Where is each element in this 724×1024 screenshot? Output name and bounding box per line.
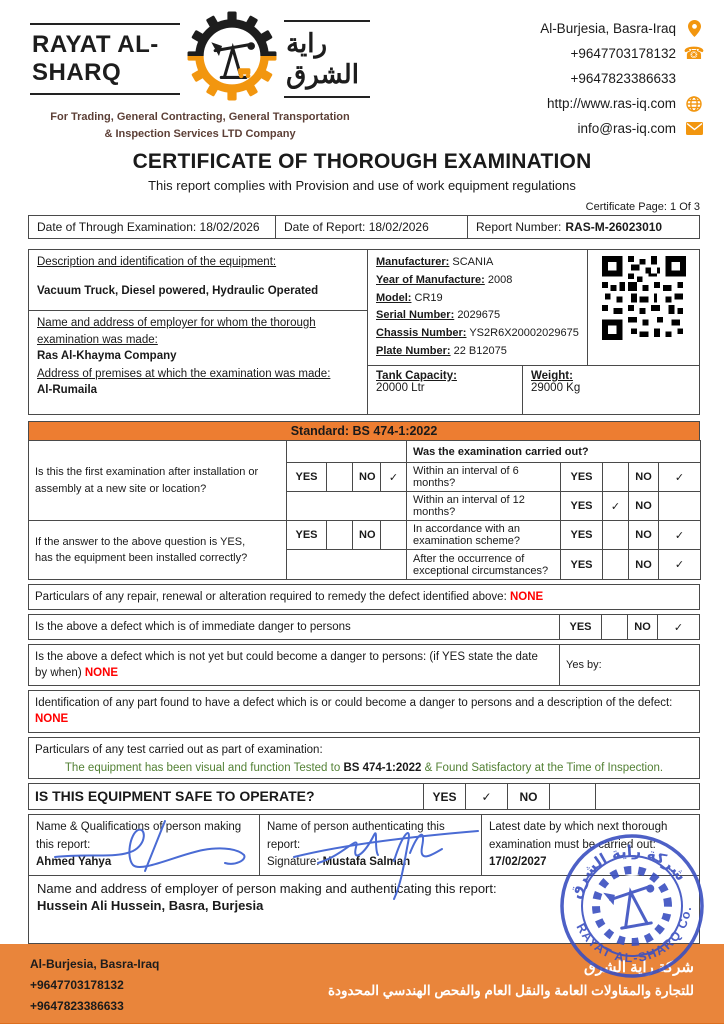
contact-website: http://www.ras-iq.com [540,93,704,114]
pumpjack-gear-logo-icon [186,10,278,107]
test-standard-ref: BS 474-1:2022 [343,761,422,774]
repair-none-value: NONE [509,591,544,603]
brand-name-arabic: راية الشرق [284,19,370,98]
footer-phone-1: +9647703178132 [30,978,124,993]
exam-date: Date of Through Examination: 18/02/2026 [29,216,276,238]
footer-company-description-arabic: للتجارة والمقاولات العامة والنقل العام و… [327,982,694,998]
safe-no-checkbox [549,783,595,810]
weight-value: 29000 Kg [531,381,581,394]
interval-6-no-checkbox checkmark: ✓ [657,462,702,492]
maker-name: Ahmed Yahya [36,855,112,868]
tank-capacity-cell: Tank Capacity: 20000 Ltr [368,365,523,414]
question-first-examination: Is this the first examination after inst… [28,440,287,521]
plate-value: 22 B12075 [453,345,507,358]
q1-no-checkbox checkmark: ✓ [380,462,407,492]
q2-yes-checkbox [326,520,353,550]
brand-name-english: RAYAT AL-SHARQ [30,22,181,95]
footer-band: Al-Burjesia, Basra-Iraq +9647703178132 +… [0,944,724,1024]
immediate-danger-row: Is the above a defect which is of immedi… [28,614,700,641]
question-installed-correctly: If the answer to the above question is Y… [28,520,287,580]
q2-no-checkbox [380,520,407,550]
report-employer-row: Name and address of employer of person m… [28,876,700,945]
safe-extra-cell [595,783,699,810]
manufacturer-value: SCANIA [452,256,494,268]
scheme-yes-checkbox [602,520,629,550]
interval-12-months: Within an interval of 12 months? [406,491,561,521]
contact-email: info@ras-iq.com [540,118,704,139]
repair-particulars-row: Particulars of any repair, renewal or al… [28,584,700,611]
envelope-icon [684,122,704,135]
footer-address: Al-Burjesia, Basra-Iraq [30,957,160,972]
equipment-section: Description and identification of the eq… [28,249,700,415]
standard-header: Standard: BS 474-1:2022 [28,421,700,440]
identification-none-value: NONE [35,713,69,726]
globe-icon [684,95,704,112]
safe-yes-checkbox checkmark: ✓ [465,783,507,810]
page-title: CERTIFICATE OF THOROUGH EXAMINATION [132,150,592,173]
examination-table: Is this the first examination after inst… [28,440,702,580]
interval-12-yes-checkbox checkmark: ✓ [602,491,629,521]
report-employer-value: Hussein Ali Hussein, Basra, Burjesia [37,898,264,914]
letterhead: RAYAT AL-SHARQ [0,0,724,140]
yes-by-cell: Yes by: [559,645,699,686]
safe-to-operate-row: IS THIS EQUIPMENT SAFE TO OPERATE? YES ✓… [28,782,700,811]
qr-code [588,250,699,365]
employer-premises-cell: Name and address of employer for whom th… [29,311,367,414]
signature-section: Name & Qualifications of person making t… [28,814,704,979]
date-row: Date of Through Examination: 18/02/2026 … [28,215,700,239]
equipment-description-value: Vacuum Truck, Diesel powered, Hydraulic … [37,284,319,297]
employer-value: Ras Al-Khayma Company [37,350,177,363]
q1-yes-checkbox [326,462,353,492]
next-examination-date: 17/02/2027 [489,855,547,868]
contact-info: Al-Burjesia, Basra-Iraq +9647703178132 ☎… [540,8,705,140]
manufacturer-details: Manufacturer: SCANIA Year of Manufacture… [368,250,588,365]
interval-6-yes-checkbox [602,462,629,492]
tagline-line1: For Trading, General Contracting, Genera… [50,111,350,123]
future-danger-row: Is the above a defect which is not yet b… [28,644,700,687]
exceptional-no-checkbox checkmark: ✓ [657,549,702,580]
footer-phone-2: +9647823386633 [30,999,124,1014]
defect-identification-row: Identification of any part found to have… [28,690,700,733]
immediate-no-checkbox checkmark: ✓ [657,615,699,640]
report-number: Report Number: RAS-M-26023010 [476,220,663,234]
phone-icon: ☎ [683,43,705,63]
contact-phone-2: +9647823386633 [570,71,677,86]
report-date: Date of Report: 18/02/2026 [276,216,468,238]
future-none-value: NONE [84,667,119,680]
scheme-no-checkbox checkmark: ✓ [657,520,702,550]
interval-12-no-checkbox [657,491,702,521]
company-logo: RAYAT AL-SHARQ [30,8,370,140]
interval-6-months: Within an interval of 6 months? [406,462,561,492]
year-value: 2008 [487,273,513,286]
chassis-value: YS2R6X20002029675 [469,327,579,340]
report-number-value: RAS-M-26023010 [565,220,663,234]
test-particulars-row: Particulars of any test carried out as p… [28,736,700,779]
company-stamp: شركة راية الشرق RAYAT AL-SHARQ Co. [544,818,720,994]
exceptional-circumstances: After the occurrence of exceptional circ… [406,549,561,580]
location-pin-icon [684,20,704,37]
certificate-page-number: Certificate Page: 1 Of 3 [585,201,700,213]
tagline-line2: & Inspection Services LTD Company [104,127,296,140]
equipment-description-cell: Description and identification of the eq… [29,250,367,311]
authenticator-signature-cell: Name of person authenticating this repor… [259,815,481,901]
next-examination-cell: Latest date by which next thorough exami… [481,815,699,876]
maker-signature-cell: Name & Qualifications of person making t… [29,815,259,875]
authenticator-name: Mustafa Salman [322,855,411,868]
premises-value: Al-Rumaila [37,384,98,397]
tank-capacity-value: 20000 Ltr [376,381,425,394]
contact-phone-1: +9647703178132 ☎ [570,43,705,63]
exceptional-yes-checkbox [602,549,629,580]
weight-cell: Weight: 29000 Kg [531,369,581,394]
examination-scheme: In accordance with an examination scheme… [406,520,561,550]
immediate-yes-checkbox [601,615,627,640]
serial-value: 2029675 [457,309,501,322]
carried-out-header: Was the examination carried out? [405,440,702,463]
page-subtitle: This report complies with Provision and … [148,178,576,193]
contact-address: Al-Burjesia, Basra-Iraq [540,18,704,39]
model-value: CR19 [414,291,443,304]
